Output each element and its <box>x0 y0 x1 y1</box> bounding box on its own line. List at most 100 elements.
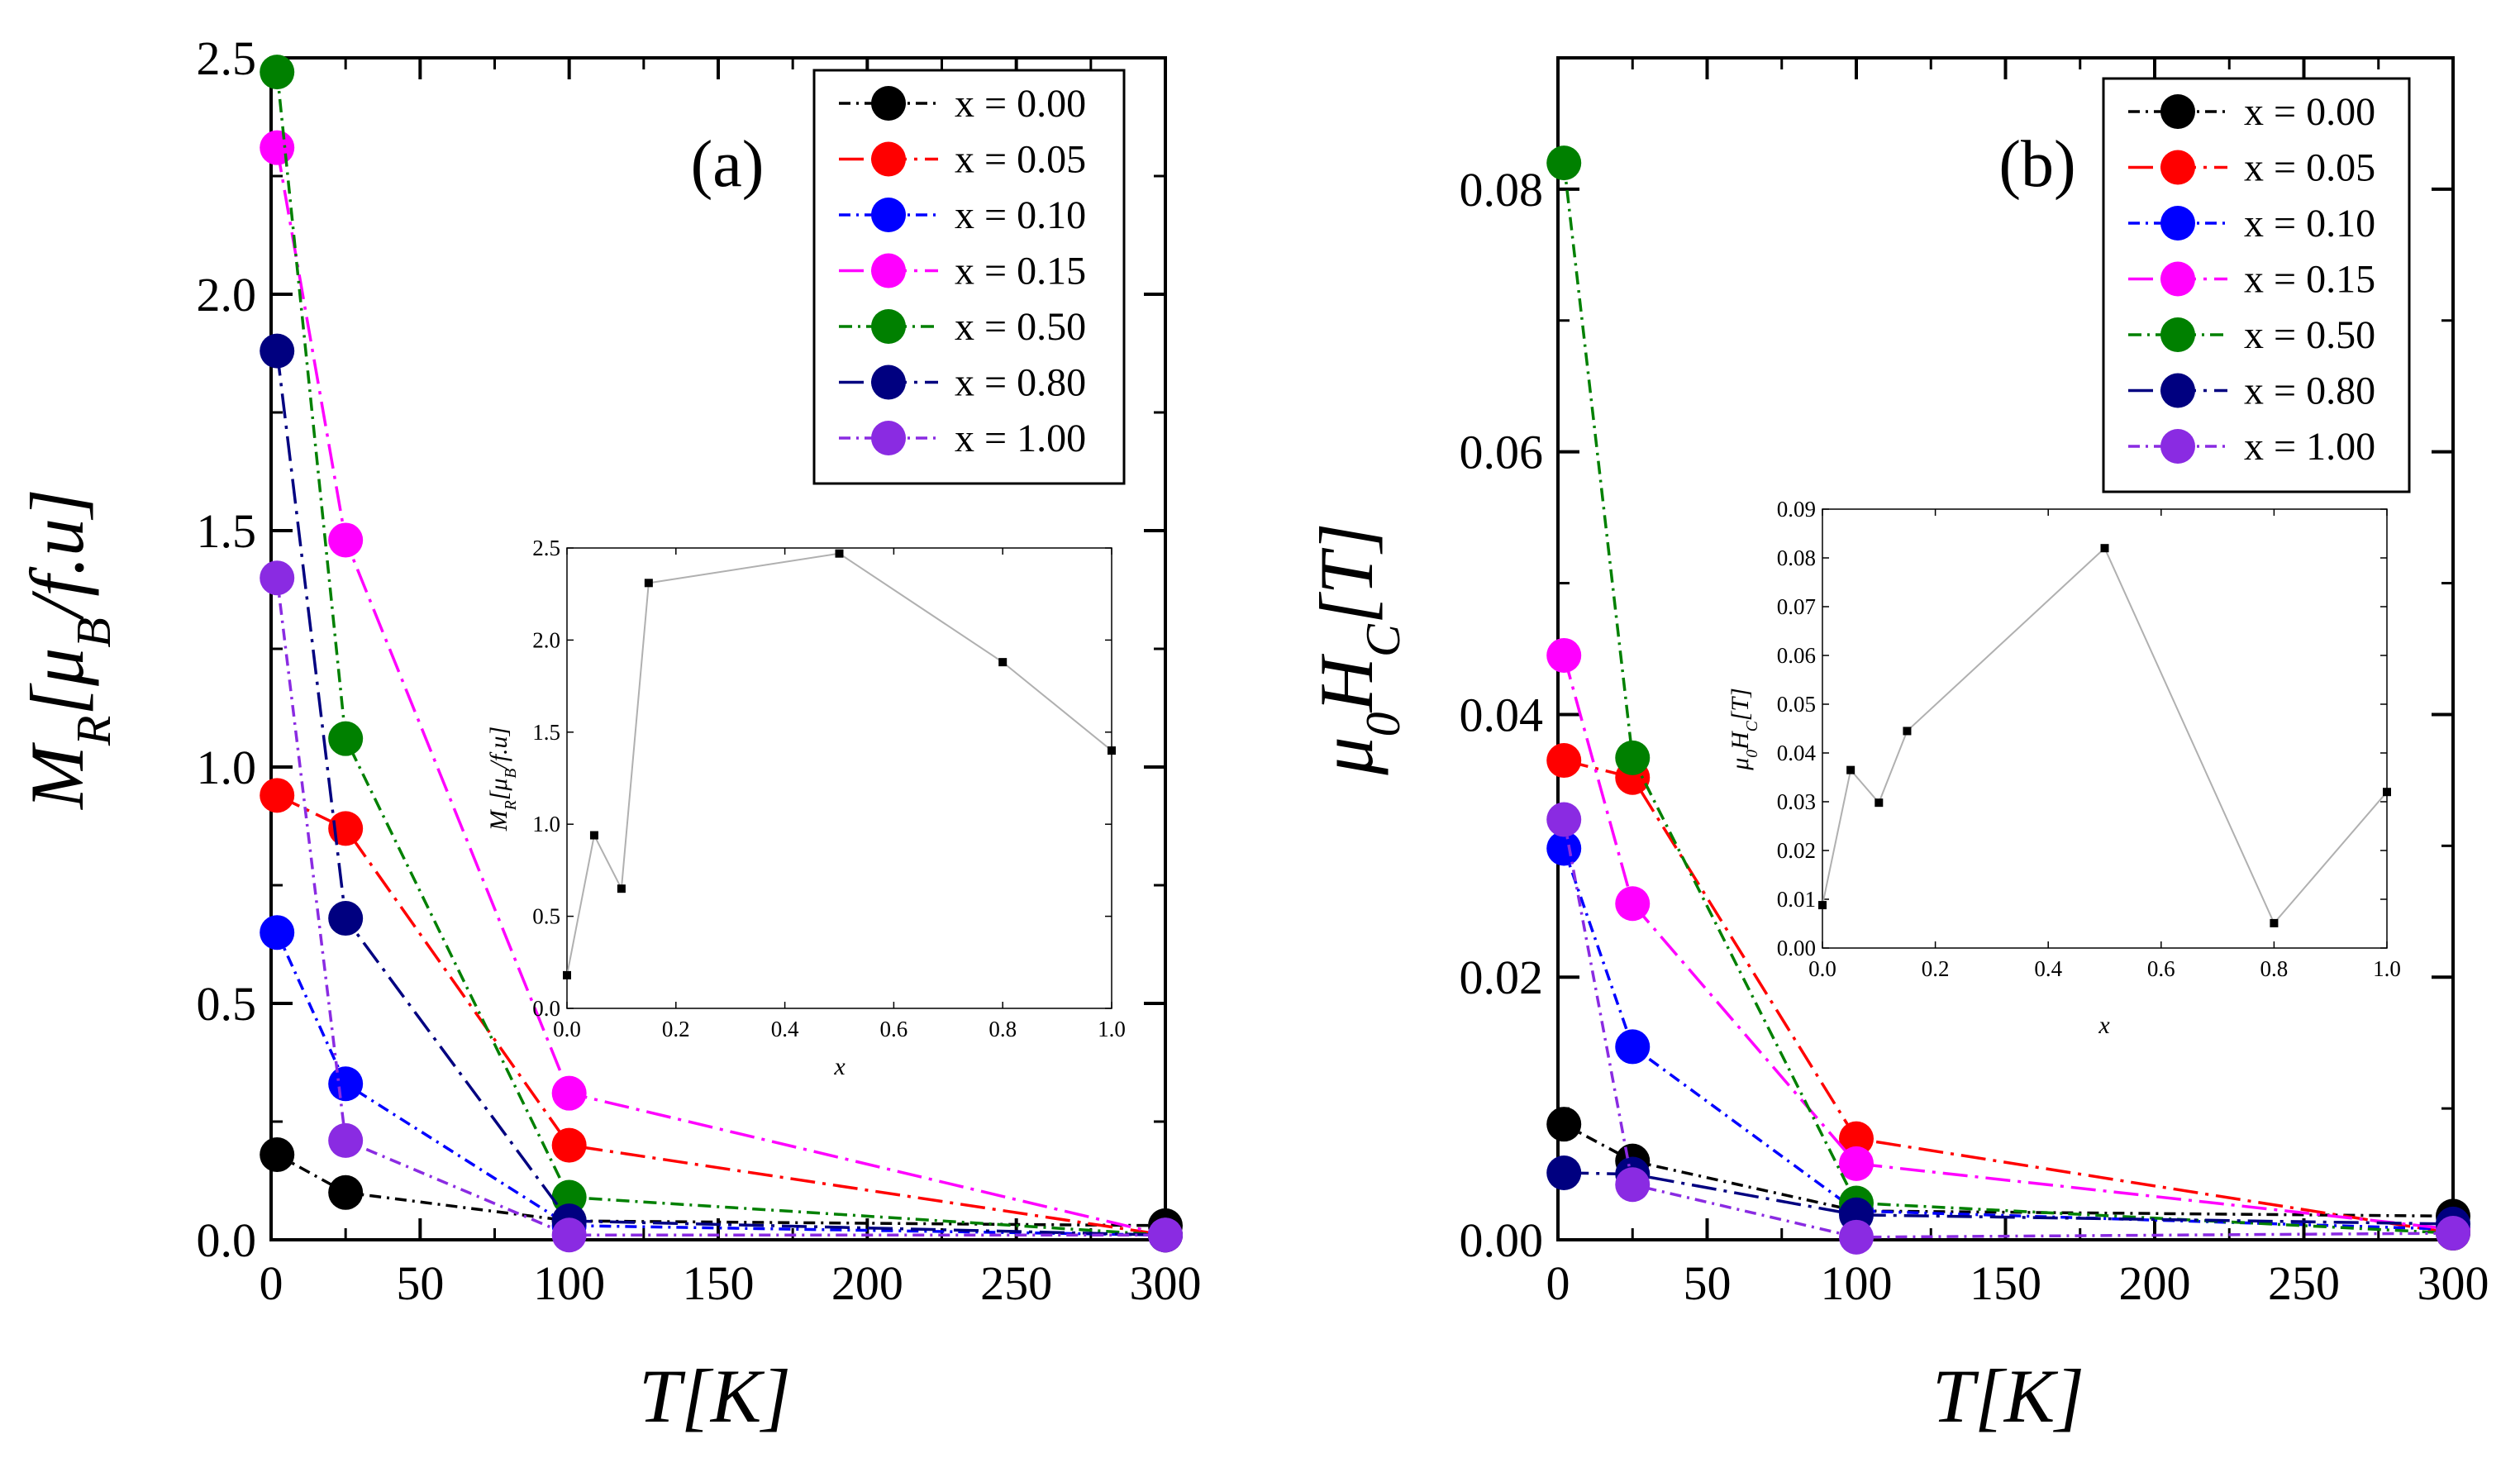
x-tick-label: 150 <box>1970 1256 2041 1310</box>
y-tick-label: 1.0 <box>197 741 257 794</box>
series-0.80 <box>1546 1155 2470 1241</box>
legend-entry: x = 0.50 <box>2244 313 2375 357</box>
data-point <box>1839 1146 1874 1181</box>
x-tick-label: 200 <box>831 1256 903 1310</box>
inset-data-point <box>1903 727 1912 736</box>
data-point <box>551 1127 587 1163</box>
legend-marker <box>2160 429 2195 464</box>
legend-marker <box>871 198 906 232</box>
series-line <box>1564 1171 2454 1226</box>
inset-data-point <box>563 970 571 979</box>
inset-y-axis-title: MR[μB/f.u] <box>485 727 520 831</box>
x-tick-label: 250 <box>980 1256 1052 1310</box>
series-line <box>275 71 1166 1237</box>
x-tick-label: 50 <box>396 1256 444 1310</box>
inset-y-tick-label: 2.0 <box>532 627 560 652</box>
series-line <box>1562 162 2454 1235</box>
legend-marker <box>871 364 906 400</box>
panel-label: (a) <box>691 128 765 201</box>
legend-marker <box>2160 261 2195 297</box>
data-point <box>1546 1107 1582 1142</box>
legend-marker <box>2160 317 2195 352</box>
data-point <box>1615 1029 1651 1065</box>
inset-frame <box>1822 508 2388 949</box>
panel-b: 0 50 100 150 200 250 300 0.00 0.02 0.04 0.06 0.08 T[… <box>1304 56 2489 1438</box>
data-point <box>260 1137 295 1173</box>
legend-entry: x = 0.15 <box>2244 258 2375 302</box>
x-tick-label: 100 <box>533 1256 605 1310</box>
data-point <box>328 1066 364 1102</box>
legend-entry: x = 0.10 <box>2244 202 2375 245</box>
inset-data-point <box>1875 798 1884 808</box>
inset-x-tick-label: 0.2 <box>662 1017 690 1041</box>
inset-y-tick-label: 0.05 <box>1777 692 1816 717</box>
data-point <box>328 522 364 558</box>
inset-x-axis-title: x <box>2098 1012 2110 1039</box>
x-tick-label: 50 <box>1684 1256 1732 1310</box>
x-tick-label: 150 <box>683 1256 755 1310</box>
data-point <box>1615 886 1651 922</box>
inset-x-tick-label: 0.2 <box>1922 956 1950 981</box>
legend-box <box>2102 77 2411 493</box>
legend-marker <box>2160 206 2195 241</box>
x-tick-label: 0 <box>1546 1256 1570 1310</box>
y-tick-label: 0.08 <box>1460 163 1544 217</box>
data-point <box>1546 802 1582 837</box>
series-1.00 <box>1546 802 2470 1255</box>
inset-data-point <box>2270 918 2279 927</box>
inset-x-tick-label: 0.0 <box>1808 956 1836 981</box>
legend-marker <box>871 86 906 121</box>
y-tick-label: 2.0 <box>197 268 257 322</box>
x-tick-label: 0 <box>260 1256 283 1310</box>
y-tick-label: 0.0 <box>197 1213 257 1267</box>
legend-marker <box>871 253 906 288</box>
legend-box <box>812 69 1126 485</box>
y-tick-label: 0.04 <box>1460 688 1544 741</box>
y-tick-label: 1.5 <box>197 504 257 558</box>
legend-entry: x = 0.50 <box>955 305 1086 349</box>
legend: x = 0.00 x = 0.05 x = 0.10 x = 0.15 x = 0.50… <box>812 69 1126 485</box>
inset-y-tick-label: 0.03 <box>1777 789 1816 814</box>
inset-x-tick-label: 0.8 <box>988 1017 1017 1041</box>
inset-x-tick-label: 1.0 <box>1098 1017 1126 1041</box>
inset-x-tick-label: 0.4 <box>2034 956 2062 981</box>
inset-x-tick-label: 0.4 <box>771 1017 799 1041</box>
legend-entry: x = 0.10 <box>955 193 1086 237</box>
legend-marker <box>2160 150 2195 185</box>
x-tick-label: 300 <box>2418 1256 2489 1310</box>
data-point <box>1546 637 1582 673</box>
data-point <box>260 55 295 90</box>
inset-y-tick-label: 1.5 <box>532 720 560 745</box>
data-point <box>260 778 295 813</box>
data-point <box>1839 1121 1874 1156</box>
legend-marker <box>2160 373 2195 408</box>
inset-x-tick-label: 0.6 <box>2147 956 2175 981</box>
legend-marker <box>2160 94 2195 129</box>
data-point <box>2436 1216 2470 1251</box>
y-tick-label: 2.5 <box>197 31 257 85</box>
data-point <box>328 721 364 756</box>
x-tick-label: 300 <box>1130 1256 1202 1310</box>
inset-y-tick-label: 0.04 <box>1777 741 1817 765</box>
inset-y-tick-label: 0.06 <box>1777 643 1816 668</box>
inset-data-point <box>1846 765 1855 774</box>
inset-data-point <box>835 549 844 558</box>
inset-data-point <box>1818 901 1827 910</box>
data-point <box>1546 743 1582 779</box>
legend-entry: x = 0.00 <box>2244 90 2375 134</box>
inset-data-point <box>1108 746 1116 755</box>
data-point <box>1839 1219 1874 1255</box>
inset-x-tick-label: 1.0 <box>2373 956 2401 981</box>
series-line <box>276 1153 1166 1227</box>
data-point <box>1615 1167 1651 1203</box>
series-line <box>275 577 1165 1237</box>
inset-y-tick-label: 0.02 <box>1777 838 1816 863</box>
legend-entry: x = 1.00 <box>2244 425 2375 469</box>
panel-label: (b) <box>1998 128 2075 201</box>
legend-entry: x = 0.80 <box>955 361 1086 405</box>
inset-y-tick-label: 0.00 <box>1777 936 1816 960</box>
inset-y-tick-label: 0.5 <box>532 904 560 929</box>
data-point <box>1546 145 1582 181</box>
inset-y-tick-label: 2.5 <box>532 536 560 560</box>
